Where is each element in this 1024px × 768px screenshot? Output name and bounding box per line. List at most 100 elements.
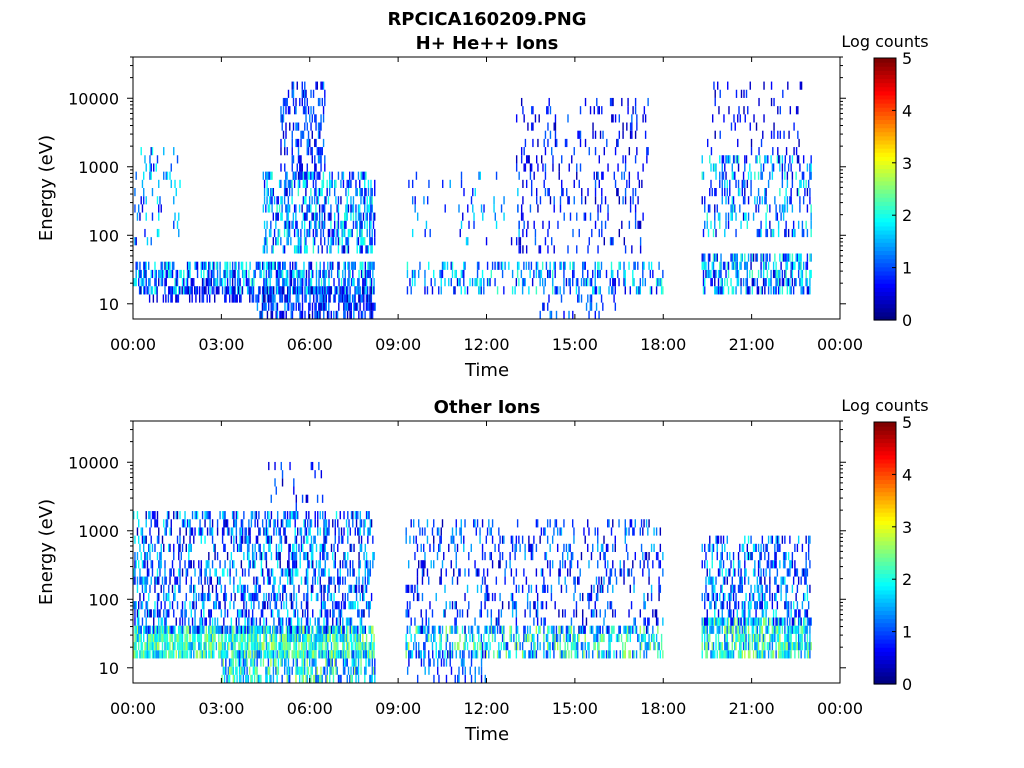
heatmap-cell bbox=[231, 658, 233, 667]
heatmap-cell bbox=[642, 269, 644, 279]
heatmap-cell bbox=[144, 560, 146, 569]
heatmap-cell bbox=[229, 568, 231, 577]
heatmap-cell bbox=[279, 617, 281, 626]
heatmap-cell bbox=[424, 228, 426, 238]
heatmap-cell bbox=[175, 633, 177, 643]
heatmap-cell bbox=[721, 163, 723, 172]
x-tick-label: 12:00 bbox=[463, 335, 509, 354]
heatmap-cell bbox=[292, 81, 295, 90]
heatmap-cell bbox=[355, 220, 357, 229]
heatmap-cell bbox=[224, 633, 226, 643]
heatmap-cell bbox=[736, 155, 738, 164]
heatmap-cell bbox=[366, 302, 369, 311]
heatmap-cell bbox=[149, 584, 151, 593]
heatmap-cell bbox=[143, 592, 145, 602]
heatmap-cell bbox=[198, 633, 200, 643]
colorbar-segment bbox=[874, 262, 896, 268]
heatmap-cell bbox=[293, 478, 295, 487]
heatmap-cell bbox=[488, 633, 490, 643]
heatmap-cell bbox=[286, 228, 288, 238]
heatmap-cell bbox=[236, 674, 238, 683]
heatmap-cell bbox=[141, 535, 144, 544]
heatmap-cell bbox=[719, 261, 721, 270]
heatmap-cell bbox=[158, 179, 160, 188]
heatmap-cell bbox=[744, 114, 746, 123]
heatmap-cell bbox=[179, 576, 181, 585]
heatmap-cell bbox=[560, 625, 563, 634]
heatmap-cell bbox=[174, 576, 176, 585]
heatmap-cell bbox=[205, 261, 208, 270]
heatmap-cell bbox=[281, 642, 284, 651]
heatmap-cell bbox=[305, 625, 308, 634]
heatmap-cell bbox=[251, 286, 254, 295]
heatmap-cell bbox=[168, 543, 170, 552]
colorbar-segment bbox=[874, 86, 896, 92]
heatmap-cell bbox=[213, 261, 215, 270]
heatmap-cell bbox=[161, 269, 164, 279]
heatmap-cell bbox=[358, 269, 360, 279]
heatmap-cell bbox=[791, 261, 794, 270]
heatmap-cell bbox=[258, 601, 260, 610]
heatmap-cell bbox=[315, 543, 318, 552]
x-tick-label: 21:00 bbox=[729, 335, 775, 354]
heatmap-cell bbox=[356, 188, 358, 197]
heatmap-cell bbox=[570, 650, 573, 659]
heatmap-cell bbox=[346, 237, 348, 246]
heatmap-cell bbox=[264, 286, 266, 295]
heatmap-cell bbox=[203, 261, 205, 270]
heatmap-cell bbox=[770, 97, 773, 107]
heatmap-cell bbox=[539, 310, 541, 319]
heatmap-cell bbox=[584, 97, 587, 107]
heatmap-cell bbox=[551, 625, 554, 634]
heatmap-cell bbox=[409, 278, 411, 287]
heatmap-cell bbox=[246, 633, 249, 643]
heatmap-cell bbox=[637, 196, 639, 205]
heatmap-cell bbox=[347, 237, 350, 246]
heatmap-cell bbox=[288, 617, 290, 626]
heatmap-cell bbox=[266, 625, 269, 634]
heatmap-cell bbox=[741, 179, 744, 188]
heatmap-cell bbox=[148, 650, 150, 659]
heatmap-cell bbox=[281, 261, 284, 270]
heatmap-cell bbox=[795, 106, 798, 115]
heatmap-cell bbox=[337, 633, 339, 643]
heatmap-cell bbox=[265, 527, 268, 536]
heatmap-cell bbox=[133, 650, 135, 659]
heatmap-cell bbox=[324, 278, 326, 287]
heatmap-cell bbox=[209, 286, 211, 295]
heatmap-cell bbox=[360, 658, 362, 667]
heatmap-cell bbox=[248, 527, 250, 536]
heatmap-cell bbox=[307, 130, 310, 139]
heatmap-cell bbox=[209, 527, 211, 536]
heatmap-cell bbox=[160, 601, 162, 610]
heatmap-cell bbox=[202, 294, 205, 303]
heatmap-cell bbox=[304, 286, 306, 295]
heatmap-cell bbox=[774, 196, 776, 205]
heatmap-cell bbox=[158, 650, 160, 659]
heatmap-cell bbox=[156, 633, 159, 643]
heatmap-cell bbox=[280, 114, 282, 123]
heatmap-cell bbox=[286, 302, 289, 311]
heatmap-cell bbox=[730, 204, 732, 213]
heatmap-cell bbox=[297, 155, 300, 164]
heatmap-cell bbox=[350, 228, 352, 238]
heatmap-cell bbox=[332, 625, 334, 634]
heatmap-cell bbox=[171, 642, 174, 651]
heatmap-cell bbox=[193, 592, 195, 602]
heatmap-cell bbox=[194, 511, 196, 520]
heatmap-cell bbox=[373, 633, 375, 643]
heatmap-cell bbox=[223, 592, 225, 602]
heatmap-cell bbox=[333, 625, 335, 634]
heatmap-cell bbox=[340, 196, 342, 205]
heatmap-cell bbox=[350, 642, 353, 651]
heatmap-cell bbox=[742, 278, 745, 287]
heatmap-cell bbox=[801, 228, 804, 238]
heatmap-cell bbox=[359, 245, 361, 254]
heatmap-cell bbox=[599, 204, 602, 213]
heatmap-cell bbox=[154, 601, 156, 610]
heatmap-cell bbox=[609, 278, 611, 287]
colorbar-segment bbox=[874, 156, 896, 161]
heatmap-cell bbox=[227, 674, 230, 683]
heatmap-cell bbox=[489, 642, 491, 651]
heatmap-cell bbox=[652, 633, 654, 643]
